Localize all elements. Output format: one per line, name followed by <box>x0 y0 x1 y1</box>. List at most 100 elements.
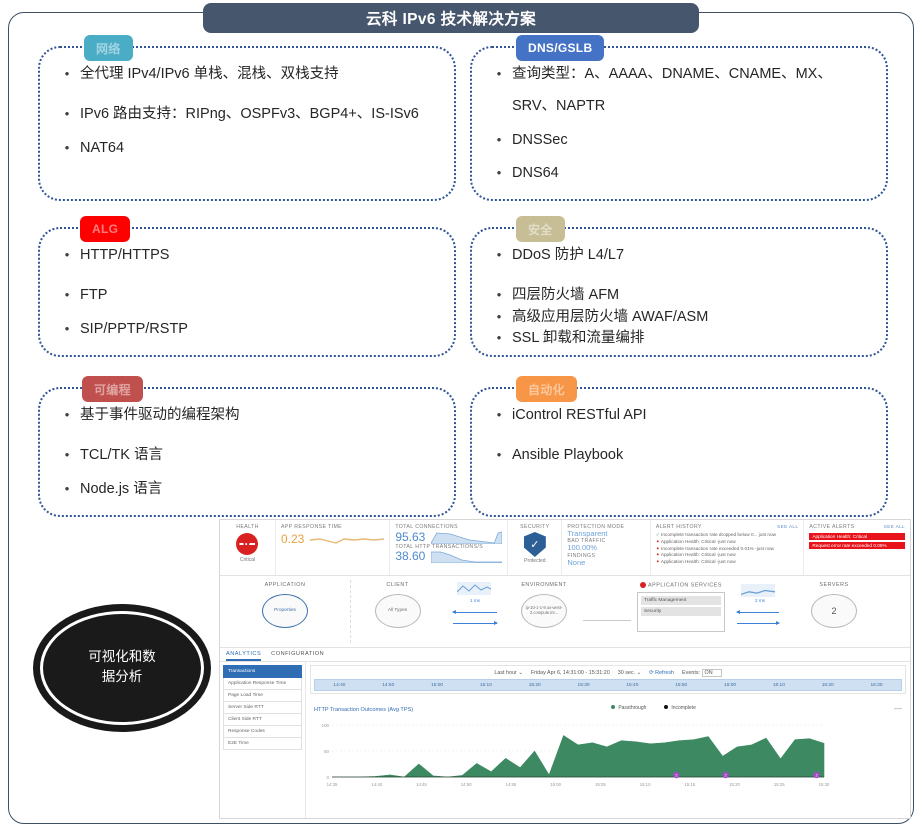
feature-box-network: 网络 • 全代理 IPv4/IPv6 单栈、混栈、双栈支持 • IPv6 路由支… <box>38 35 456 201</box>
visualization-ellipse-inner: 可视化和数 据分析 <box>40 611 204 725</box>
timeline-tick: 16:10 <box>772 682 785 688</box>
events-toggle[interactable]: Events: ON <box>682 669 722 677</box>
list-item: • IPv6 路由支持：RIPng、OSPFv3、BGP4+、IS-ISv6 <box>54 104 440 126</box>
kpi-http-value: 38.60 <box>395 549 426 564</box>
panel-alert-history: See All ALERT HISTORY ✓ Incomplete trans… <box>651 520 805 575</box>
analytics-menu-item-e2e-time[interactable]: E2E Time <box>223 738 302 750</box>
timeline-tick: 14:40 <box>333 682 346 688</box>
bullet-icon: • <box>64 480 70 496</box>
list-item: • FTP <box>54 285 440 307</box>
kpi-connections: TOTAL CONNECTIONS 95.63 TOTAL HTTP TRANS… <box>390 520 509 575</box>
list-item: • 查询类型：A、AAAA、DNAME、CNAME、MX、 <box>486 64 872 86</box>
alert-history-row: ✦ Application Health: Critical -just now <box>656 559 799 566</box>
flow-server-latency-value: 2 ms <box>755 598 765 603</box>
page-title: 云科 IPv6 技术解决方案 <box>365 11 537 28</box>
flow-application-node[interactable]: Properties <box>262 594 308 628</box>
bullet-icon: • <box>496 247 502 262</box>
kpi-security-label: SECURITY <box>520 524 550 530</box>
kpi-health-label: HEALTH <box>236 524 259 530</box>
svg-text:14:35: 14:35 <box>327 782 338 787</box>
badge-programmability-label: 可编程 <box>94 382 131 397</box>
arrow-right-icon <box>453 621 498 625</box>
analytics-menu-item-page-load-time[interactable]: Page Load Time <box>223 690 302 702</box>
tab-analytics[interactable]: ANALYTICS <box>226 651 262 661</box>
kpi-security-status: Protected <box>524 558 546 564</box>
badge-security: 安全 <box>516 216 565 242</box>
app-service-item[interactable]: Security <box>641 607 721 617</box>
svg-text:15:00: 15:00 <box>550 782 561 787</box>
feature-box-security: 安全 • DDoS 防护 L4/L7 • 四层防火墙 AFM • 高级应用层防火… <box>470 216 888 357</box>
analytics-menu-item-client-side-rtt[interactable]: Client Side RTT <box>223 714 302 726</box>
flow-application-title: APPLICATION <box>264 582 306 588</box>
kpi-security: SECURITY Protected <box>508 520 563 575</box>
badge-dns-gslb: DNS/GSLB <box>516 35 605 61</box>
analytics-menu-item-app-response-time[interactable]: Application Response Time <box>223 678 302 690</box>
flow-client-latency-value: 1 ms <box>470 598 480 603</box>
svg-text:2: 2 <box>675 773 677 777</box>
flow-environment-node[interactable]: ip-10-1-1-9.us-west-2.compute.int... <box>521 594 567 628</box>
alert-history-row: ✦ Incomplete transaction rate exceeded 0… <box>656 546 799 553</box>
bullet-text: 查询类型：A、AAAA、DNAME、CNAME、MX、 <box>512 66 832 82</box>
analytics-menu-item-response-codes[interactable]: Response Codes <box>223 726 302 738</box>
bullet-text: 高级应用层防火墙 AWAF/ASM <box>512 308 709 325</box>
alert-dot-icon: ✦ <box>655 538 660 544</box>
interval-select[interactable]: 30 sec. ⌄ <box>618 670 641 676</box>
arrow-right-icon <box>737 621 780 625</box>
bullet-text: HTTP/HTTPS <box>80 247 170 263</box>
protection-mode-label: PROTECTION MODE <box>567 524 625 530</box>
bullet-continuation: SRV、NAPTR <box>512 97 606 114</box>
kpi-app-response-time: APP RESPONSE TIME 0.23 <box>276 520 391 575</box>
feature-box-dns-gslb: DNS/GSLB • 查询类型：A、AAAA、DNAME、CNAME、MX、 S… <box>470 35 888 201</box>
active-alert-bar[interactable]: Request error rate exceeded 0.05% <box>809 542 905 549</box>
tab-configuration[interactable]: CONFIGURATION <box>271 651 325 657</box>
bullet-icon: • <box>64 320 70 336</box>
list-item: • 全代理 IPv4/IPv6 单栈、混栈、双栈支持 <box>54 64 440 86</box>
feature-box-programmability: 可编程 • 基于事件驱动的编程架构 • TCL/TK 语言 • Node.js … <box>38 376 456 517</box>
ellipse-line-1: 可视化和数 <box>88 649 156 666</box>
bullet-text: NAT64 <box>80 139 125 156</box>
bullet-icon: • <box>64 247 70 262</box>
alert-history-see-all[interactable]: See All <box>777 524 799 529</box>
badge-security-label: 安全 <box>528 222 553 237</box>
list-item: • DDoS 防护 L4/L7 <box>486 245 872 267</box>
badge-programmability: 可编程 <box>82 376 143 402</box>
analytics-menu-item-server-side-rtt[interactable]: Server Side RTT <box>223 702 302 714</box>
bullet-text: 基于事件驱动的编程架构 <box>80 407 240 423</box>
svg-text:15:10: 15:10 <box>640 782 651 787</box>
kpi-health: HEALTH Critical <box>220 520 276 575</box>
analytics-menu-item-transactions[interactable]: Transactions <box>223 665 302 678</box>
timeline-scrubber[interactable]: 14:40 14:50 15:00 15:10 15:20 15:30 15:4… <box>314 679 902 691</box>
bullet-icon: • <box>64 446 70 462</box>
heartbeat-icon <box>236 533 259 555</box>
analytics-toolbar: Last hour ⌄ Friday Apr 6, 14:31:00 - 15:… <box>314 668 902 678</box>
timeline-tick: 16:20 <box>821 682 834 688</box>
slide-title-pill: 云科 IPv6 技术解决方案 <box>203 3 699 33</box>
timeline-tick: 16:30 <box>870 682 883 688</box>
app-service-item[interactable]: Traffic Management <box>641 596 721 606</box>
bullet-icon: • <box>64 66 70 81</box>
timeline-tick: 15:30 <box>577 682 590 688</box>
list-item: • NAT64 <box>54 138 440 160</box>
kpi-connections-value: 95.63 <box>395 529 426 544</box>
bullet-text: DDoS 防护 L4/L7 <box>512 247 625 263</box>
flow-client-latency: 1 ms <box>445 576 505 647</box>
feature-box-automation-body: • iControl RESTful API • Ansible Playboo… <box>472 389 886 477</box>
svg-text:14:40: 14:40 <box>371 782 382 787</box>
active-alerts-see-all[interactable]: See All <box>883 524 905 529</box>
feature-box-alg-body: • HTTP/HTTPS • FTP • SIP/PPTP/RSTP <box>40 229 454 350</box>
bullet-icon: • <box>496 308 502 324</box>
bullet-icon: • <box>496 66 502 81</box>
svg-text:0: 0 <box>327 775 330 780</box>
flow-client-node[interactable]: All Types <box>374 594 421 628</box>
active-alert-bar[interactable]: Application Health: Critical <box>809 533 905 540</box>
alert-history-row: ✦ Application Health: Critical -just now <box>656 552 799 559</box>
collapse-icon[interactable]: — <box>894 703 902 713</box>
flow-servers-title: SERVERS <box>819 582 849 588</box>
alert-dot-icon: ✦ <box>655 559 660 565</box>
badge-automation-label: 自动化 <box>528 382 565 397</box>
refresh-button[interactable]: ⟳ Refresh <box>649 670 674 676</box>
flow-servers-count[interactable]: 2 <box>811 594 857 628</box>
range-select[interactable]: Last hour ⌄ <box>494 670 523 676</box>
alert-history-row-text: Incomplete transaction rate exceeded 0.0… <box>661 545 774 551</box>
arrow-left-icon <box>736 610 779 614</box>
